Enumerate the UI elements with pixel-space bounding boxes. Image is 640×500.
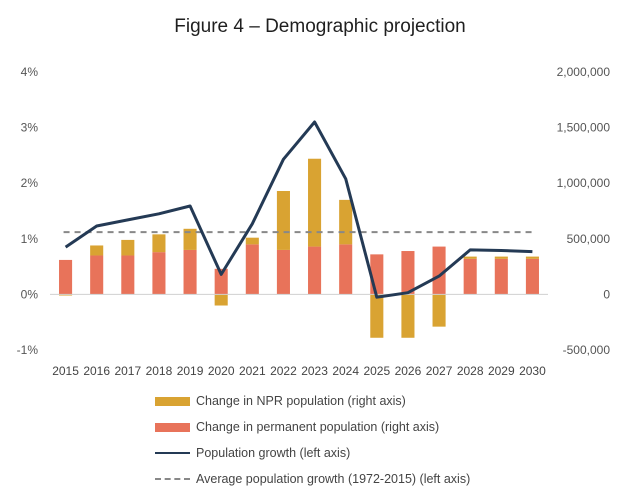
bar-npr — [525, 256, 539, 259]
legend-label-npr: Change in NPR population (right axis) — [196, 394, 406, 408]
bar-npr — [370, 294, 384, 338]
bar-npr — [432, 294, 446, 327]
legend-item-growth: Population growth (left axis) — [155, 440, 470, 466]
bar-permanent — [308, 246, 322, 295]
x-axis-tick-label: 2028 — [457, 364, 484, 378]
bar-npr — [152, 234, 166, 253]
legend-item-permanent: Change in permanent population (right ax… — [155, 414, 470, 440]
chart-title-sub: – Demographic projection — [243, 16, 466, 37]
bar-npr — [401, 294, 415, 338]
bar-permanent — [339, 244, 353, 295]
x-axis-tick-label: 2029 — [488, 364, 515, 378]
chart-title: Figure 4 – Demographic projection — [0, 16, 640, 38]
bar-permanent — [401, 251, 415, 295]
chart-title-main: Figure 4 — [174, 16, 244, 37]
bar-permanent — [525, 258, 539, 295]
bar-permanent — [59, 259, 73, 295]
left-axis-tick-label: -1% — [17, 343, 39, 357]
x-axis-tick-label: 2023 — [301, 364, 328, 378]
bar-permanent — [183, 249, 197, 295]
legend-label-average: Average population growth (1972-2015) (l… — [196, 472, 471, 486]
x-axis-tick-label: 2030 — [519, 364, 546, 378]
right-axis-tick-label: 500,000 — [567, 232, 611, 246]
bar-npr — [276, 190, 290, 250]
x-axis-tick-label: 2016 — [83, 364, 110, 378]
x-axis-tick-label: 2025 — [363, 364, 390, 378]
bar-npr — [59, 294, 73, 296]
x-axis-tick-label: 2019 — [177, 364, 204, 378]
x-axis-tick-label: 2021 — [239, 364, 266, 378]
bar-npr — [339, 199, 353, 245]
chart-legend: Change in NPR population (right axis) Ch… — [155, 388, 470, 492]
right-axis-tick-label: 0 — [603, 287, 610, 301]
legend-item-average: Average population growth (1972-2015) (l… — [155, 466, 470, 492]
bar-npr — [214, 294, 228, 306]
left-axis-tick-label: 0% — [21, 287, 39, 301]
bar-permanent — [494, 258, 508, 295]
bar-npr — [308, 158, 322, 247]
bar-permanent — [276, 249, 290, 295]
bar-npr — [494, 256, 508, 259]
bar-npr — [121, 239, 135, 256]
bar-permanent — [245, 244, 259, 295]
x-axis-tick-label: 2024 — [332, 364, 359, 378]
x-axis-tick-label: 2015 — [52, 364, 79, 378]
right-axis-tick-label: -500,000 — [563, 343, 611, 357]
legend-swatch-npr — [155, 396, 190, 406]
x-axis-tick-label: 2017 — [114, 364, 141, 378]
bar-npr — [463, 256, 477, 259]
legend-item-npr: Change in NPR population (right axis) — [155, 388, 470, 414]
bar-permanent — [152, 252, 166, 295]
left-axis-tick-label: 3% — [21, 121, 39, 135]
legend-swatch-growth — [155, 452, 190, 454]
right-axis-tick-label: 1,000,000 — [557, 176, 611, 190]
bar-npr — [183, 228, 197, 250]
population-growth-line — [64, 120, 533, 299]
bar-permanent — [90, 255, 104, 295]
bar-npr — [90, 245, 104, 256]
x-axis-tick-label: 2026 — [395, 364, 422, 378]
x-axis-tick-label: 2027 — [426, 364, 453, 378]
left-axis-tick-label: 1% — [21, 232, 39, 246]
left-axis-tick-label: 2% — [21, 176, 39, 190]
legend-swatch-average — [155, 478, 190, 480]
bar-permanent — [432, 246, 446, 295]
right-axis-tick-label: 2,000,000 — [557, 65, 611, 79]
legend-swatch-permanent — [155, 422, 190, 432]
legend-label-growth: Population growth (left axis) — [196, 446, 351, 460]
bar-permanent — [121, 255, 135, 295]
x-axis-tick-label: 2018 — [146, 364, 173, 378]
bar-permanent — [214, 268, 228, 295]
bar-npr — [245, 237, 259, 245]
legend-label-permanent: Change in permanent population (right ax… — [196, 420, 440, 434]
x-axis-tick-label: 2020 — [208, 364, 235, 378]
left-axis-tick-label: 4% — [21, 65, 39, 79]
x-axis-tick-label: 2022 — [270, 364, 297, 378]
right-axis-tick-label: 1,500,000 — [557, 121, 611, 135]
bar-permanent — [463, 258, 477, 295]
